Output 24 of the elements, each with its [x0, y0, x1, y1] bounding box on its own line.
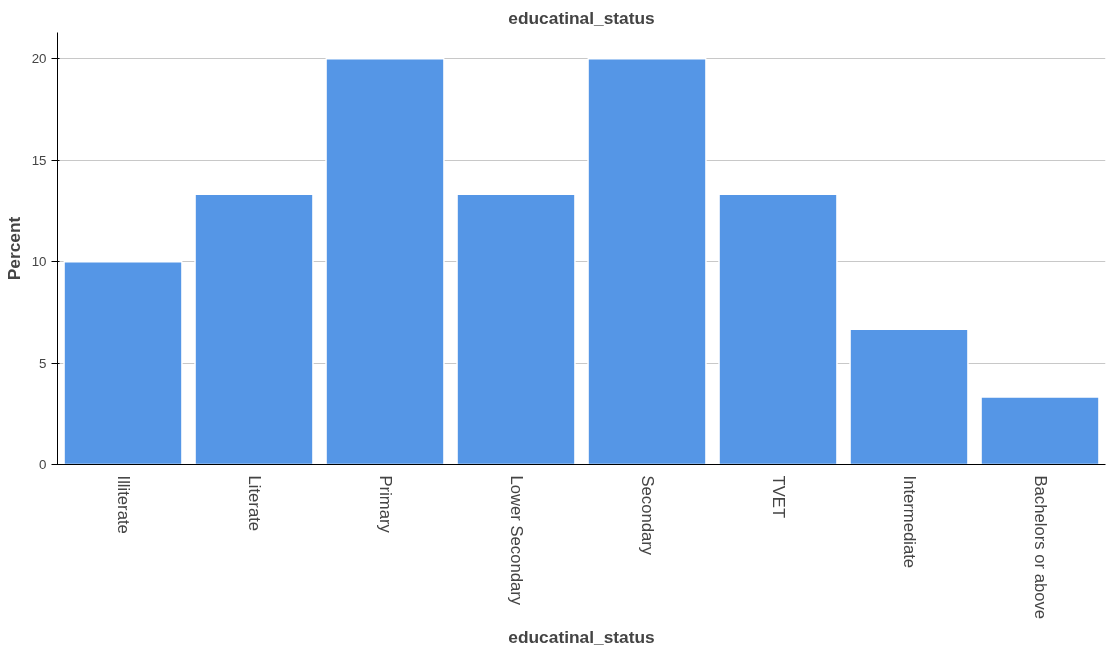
y-tick-label: 20	[31, 51, 47, 67]
x-tick-label: Literate	[244, 475, 264, 532]
y-tick-label: 10	[31, 254, 47, 270]
x-tick-label: TVET	[768, 475, 788, 519]
x-tick-label: Intermediate	[899, 475, 919, 569]
bar	[849, 328, 969, 465]
y-tick-label: 5	[39, 355, 47, 371]
x-tick-label: Lower Secondary	[506, 475, 526, 606]
x-axis-title: educatinal_status	[508, 627, 655, 648]
y-tick-label: 0	[39, 457, 47, 472]
bar	[980, 396, 1100, 465]
bar	[456, 193, 576, 465]
bar	[63, 260, 183, 465]
bar	[325, 58, 445, 465]
bar	[587, 58, 707, 465]
x-tick-label: Primary	[375, 475, 395, 534]
y-tick-label: 15	[31, 152, 47, 168]
y-axis-title: Percent	[3, 216, 24, 281]
x-tick-label: Secondary	[637, 475, 657, 556]
x-tick-label: Illiterate	[113, 475, 133, 534]
chart-title: educatinal_status	[508, 7, 655, 28]
bar	[718, 193, 838, 465]
x-tick-label: Bachelors or above	[1030, 475, 1050, 620]
bar	[194, 193, 314, 465]
